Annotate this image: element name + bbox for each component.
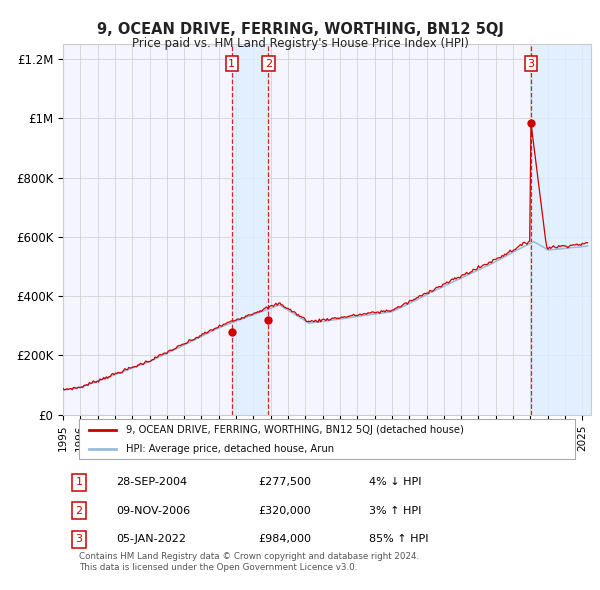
Text: HPI: Average price, detached house, Arun: HPI: Average price, detached house, Arun [127, 444, 334, 454]
Text: This data is licensed under the Open Government Licence v3.0.: This data is licensed under the Open Gov… [79, 563, 357, 572]
Text: £320,000: £320,000 [259, 506, 311, 516]
FancyBboxPatch shape [79, 419, 575, 459]
Text: Contains HM Land Registry data © Crown copyright and database right 2024.: Contains HM Land Registry data © Crown c… [79, 552, 419, 561]
Text: 05-JAN-2022: 05-JAN-2022 [116, 534, 186, 544]
Text: 2: 2 [265, 58, 272, 68]
Text: 1: 1 [76, 477, 82, 487]
Bar [232, 44, 268, 415]
Text: 3: 3 [76, 534, 82, 544]
Text: 9, OCEAN DRIVE, FERRING, WORTHING, BN12 5QJ: 9, OCEAN DRIVE, FERRING, WORTHING, BN12 … [97, 22, 503, 37]
Text: 3% ↑ HPI: 3% ↑ HPI [369, 506, 422, 516]
Text: 09-NOV-2006: 09-NOV-2006 [116, 506, 190, 516]
Text: Price paid vs. HM Land Registry's House Price Index (HPI): Price paid vs. HM Land Registry's House … [131, 37, 469, 50]
Text: 4% ↓ HPI: 4% ↓ HPI [369, 477, 422, 487]
Text: 1: 1 [228, 58, 235, 68]
Text: £277,500: £277,500 [259, 477, 311, 487]
Bar [531, 44, 591, 415]
Text: 2: 2 [75, 506, 82, 516]
Text: 3: 3 [527, 58, 535, 68]
Text: 28-SEP-2004: 28-SEP-2004 [116, 477, 187, 487]
Text: £984,000: £984,000 [259, 534, 311, 544]
Text: 85% ↑ HPI: 85% ↑ HPI [369, 534, 429, 544]
Text: 9, OCEAN DRIVE, FERRING, WORTHING, BN12 5QJ (detached house): 9, OCEAN DRIVE, FERRING, WORTHING, BN12 … [127, 425, 464, 435]
